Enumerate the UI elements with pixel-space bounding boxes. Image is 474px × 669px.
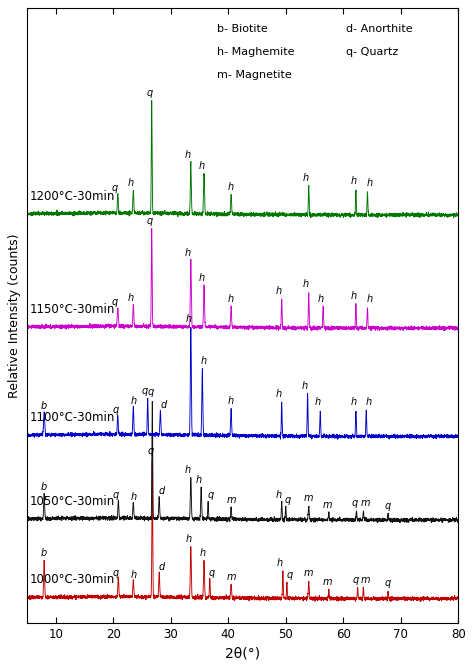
Text: q: q <box>147 216 153 225</box>
Text: q: q <box>112 567 118 577</box>
Text: q: q <box>209 567 215 577</box>
Text: 1050°C-30min: 1050°C-30min <box>30 494 115 508</box>
Text: q: q <box>353 575 359 585</box>
Text: 1000°C-30min: 1000°C-30min <box>30 573 115 586</box>
Text: m: m <box>304 493 313 503</box>
Text: h: h <box>317 294 323 304</box>
Text: h: h <box>367 178 373 188</box>
Text: h: h <box>130 492 137 502</box>
Text: h: h <box>185 314 191 324</box>
Text: q: q <box>112 183 118 193</box>
Text: q: q <box>385 578 391 588</box>
Text: d: d <box>159 561 165 571</box>
Text: 1200°C-30min: 1200°C-30min <box>30 189 115 203</box>
Text: h: h <box>277 558 283 568</box>
Text: h: h <box>199 549 205 559</box>
Text: m- Magnetite: m- Magnetite <box>217 70 292 80</box>
Text: h: h <box>185 150 191 160</box>
Text: m: m <box>360 575 370 585</box>
Text: h: h <box>303 279 309 289</box>
Text: h: h <box>276 490 282 500</box>
Text: h: h <box>351 291 356 301</box>
Text: h: h <box>367 294 373 304</box>
Text: m: m <box>304 569 313 579</box>
Text: h: h <box>365 397 372 407</box>
Text: h: h <box>228 294 234 304</box>
Text: h: h <box>185 465 191 475</box>
Text: b: b <box>41 401 47 411</box>
Text: h: h <box>301 381 308 391</box>
Text: h: h <box>303 173 309 183</box>
Text: b- Biotite: b- Biotite <box>217 23 267 33</box>
Text: h: h <box>228 182 234 192</box>
Text: h: h <box>351 397 356 407</box>
Text: h: h <box>128 178 134 188</box>
Text: h: h <box>185 248 191 258</box>
Text: q: q <box>147 446 154 456</box>
Y-axis label: Relative Intensity (counts): Relative Intensity (counts) <box>9 233 21 398</box>
Text: q- Quartz: q- Quartz <box>346 47 398 57</box>
Text: h: h <box>196 474 202 484</box>
Text: d- Anorthite: d- Anorthite <box>346 23 413 33</box>
Text: h: h <box>130 571 137 581</box>
Text: h: h <box>351 176 356 186</box>
Text: h: h <box>228 396 234 406</box>
X-axis label: 2θ(°): 2θ(°) <box>225 647 260 661</box>
Text: h: h <box>130 396 137 406</box>
Text: q: q <box>147 387 154 397</box>
Text: h: h <box>199 273 205 283</box>
Text: d: d <box>159 486 165 496</box>
Text: b: b <box>41 549 47 559</box>
Text: h: h <box>128 292 134 302</box>
Text: b: b <box>41 482 47 492</box>
Text: m: m <box>360 498 370 508</box>
Text: m: m <box>322 500 332 510</box>
Text: m: m <box>322 577 332 587</box>
Text: m: m <box>227 572 236 582</box>
Text: h: h <box>186 534 192 543</box>
Text: q: q <box>112 298 118 308</box>
Text: q: q <box>385 501 391 511</box>
Text: 1150°C-30min: 1150°C-30min <box>30 303 115 316</box>
Text: q: q <box>112 490 118 500</box>
Text: q: q <box>208 490 214 500</box>
Text: q: q <box>112 405 118 415</box>
Text: d: d <box>160 400 166 409</box>
Text: h: h <box>276 389 282 399</box>
Text: h: h <box>201 357 207 367</box>
Text: q: q <box>285 494 291 504</box>
Text: m: m <box>227 494 236 504</box>
Text: q: q <box>142 386 148 396</box>
Text: q: q <box>352 498 358 508</box>
Text: q: q <box>147 88 153 98</box>
Text: h- Maghemite: h- Maghemite <box>217 47 294 57</box>
Text: h: h <box>199 161 205 171</box>
Text: h: h <box>315 397 321 407</box>
Text: 1100°C-30min: 1100°C-30min <box>30 411 115 424</box>
Text: q: q <box>286 570 292 580</box>
Text: h: h <box>276 286 282 296</box>
